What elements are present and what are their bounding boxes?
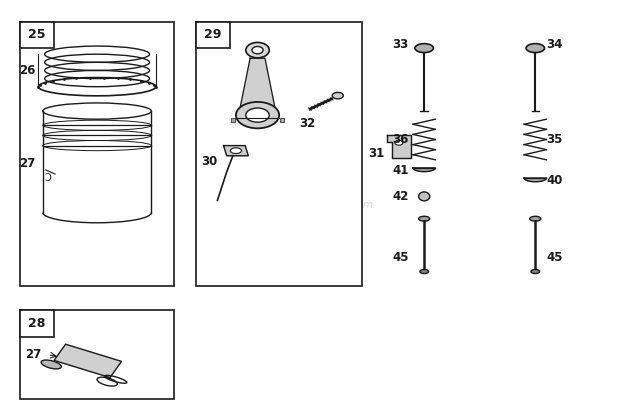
Text: 35: 35 [546,133,563,146]
Ellipse shape [420,270,428,274]
Ellipse shape [529,216,541,221]
Ellipse shape [231,148,241,153]
Ellipse shape [332,92,343,99]
Text: 33: 33 [392,38,409,51]
Text: 27: 27 [19,157,35,171]
Text: 34: 34 [546,38,563,51]
Text: 32: 32 [299,117,315,130]
Polygon shape [524,178,546,182]
Text: 26: 26 [19,64,35,77]
Text: 36: 36 [392,133,409,146]
Text: 30: 30 [201,155,218,169]
Polygon shape [413,168,435,172]
Ellipse shape [418,192,430,201]
Ellipse shape [526,44,544,53]
Text: 42: 42 [392,190,409,203]
Ellipse shape [415,44,433,53]
Ellipse shape [97,377,117,386]
Bar [20,22,54,48]
Text: 31: 31 [368,147,384,160]
Text: eReplacementParts.com: eReplacementParts.com [246,200,374,209]
Text: 29: 29 [204,28,221,41]
Text: 40: 40 [546,174,563,187]
Polygon shape [387,135,410,158]
Ellipse shape [395,140,403,145]
Text: Ɔ: Ɔ [44,173,51,183]
Text: 27: 27 [25,348,42,361]
Ellipse shape [43,103,151,119]
Ellipse shape [246,43,269,58]
Ellipse shape [236,102,279,128]
Text: 28: 28 [28,317,45,330]
Text: 45: 45 [546,251,563,264]
Ellipse shape [531,270,539,274]
Ellipse shape [41,360,61,369]
Ellipse shape [252,47,263,54]
Text: 45: 45 [392,251,409,264]
Bar [20,22,174,286]
Bar [20,310,174,400]
Polygon shape [241,58,275,107]
Polygon shape [54,344,122,378]
Text: 41: 41 [392,164,409,177]
Ellipse shape [418,216,430,221]
Bar [20,310,54,337]
Text: 25: 25 [28,28,45,41]
Ellipse shape [246,108,269,122]
Bar [196,22,363,286]
Polygon shape [224,146,248,156]
Bar [196,22,230,48]
